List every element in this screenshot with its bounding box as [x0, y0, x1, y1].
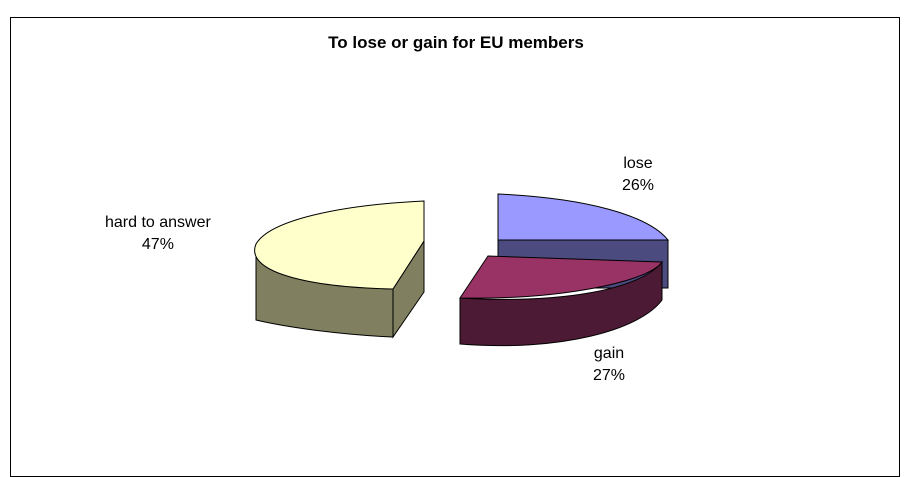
label-gain-name: gain: [593, 345, 625, 362]
label-hard-to-answer: hard to answer 47%: [105, 212, 211, 256]
slice-gain-top: [459, 255, 663, 299]
slice-gain: [459, 255, 663, 347]
label-gain: gain 27%: [593, 343, 625, 387]
label-lose-value: 26%: [622, 177, 655, 194]
label-gain-value: 27%: [593, 367, 626, 384]
pie-chart: [254, 193, 670, 347]
label-hard-name: hard to answer: [105, 214, 211, 231]
label-hard-value: 47%: [141, 236, 174, 253]
slice-lose-top: [497, 193, 670, 241]
slice-hard-to-answer: [254, 200, 425, 339]
chart-frame: [10, 17, 900, 477]
slice-gain-side: [459, 260, 663, 347]
slice-hard-top: [254, 200, 425, 290]
label-lose: lose 26%: [622, 153, 654, 197]
chart-title: To lose or gain for EU members: [328, 33, 584, 52]
label-lose-name: lose: [623, 155, 653, 172]
